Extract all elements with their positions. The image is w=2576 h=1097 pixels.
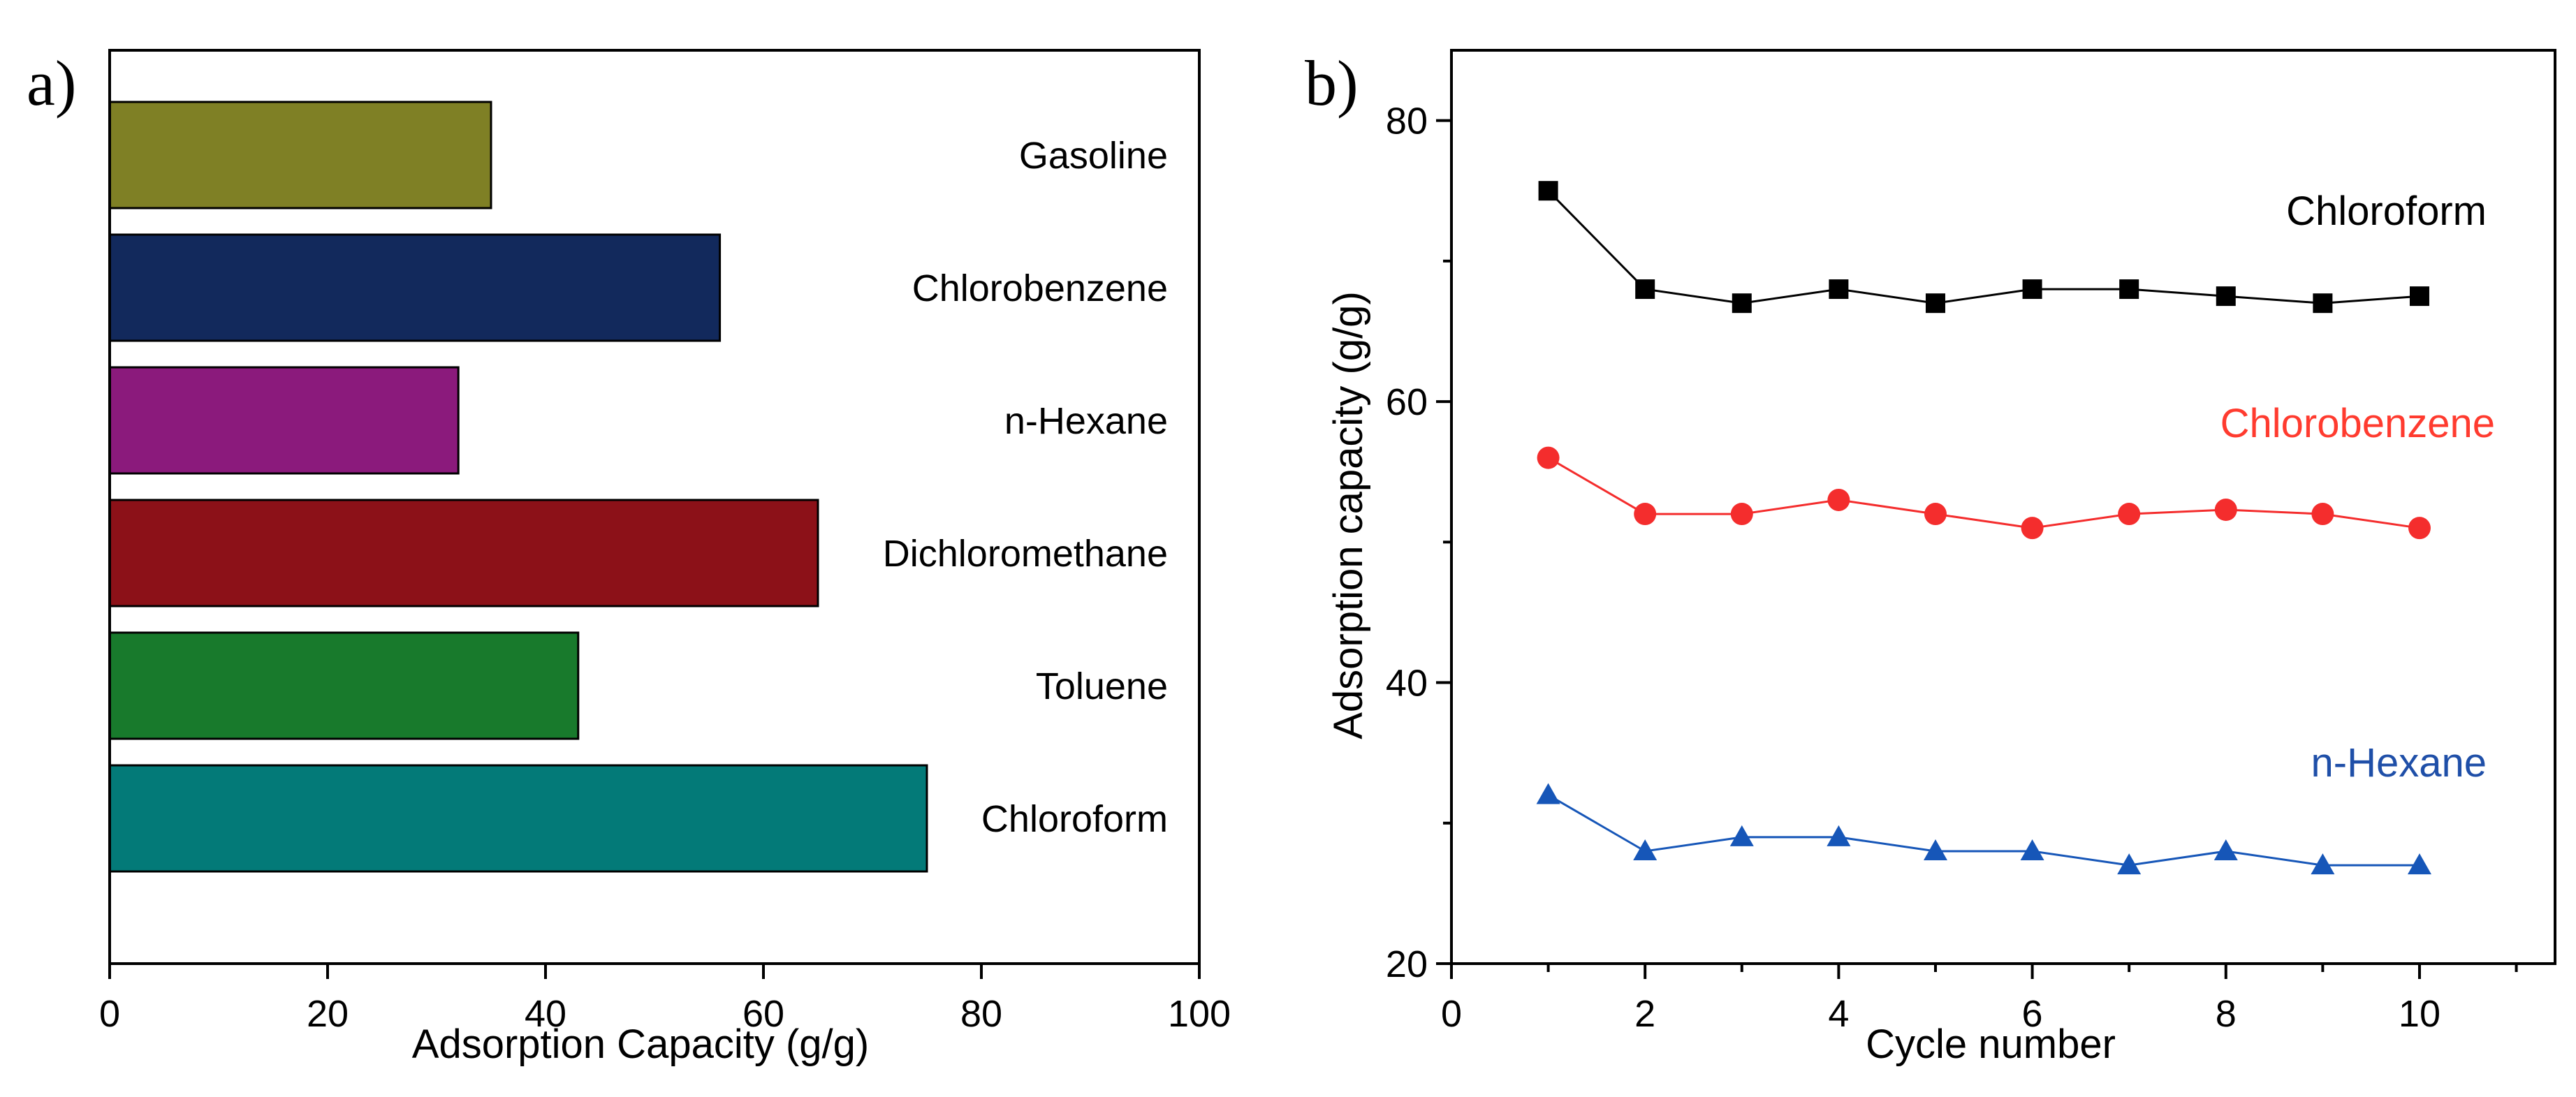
bar-chloroform [108, 764, 928, 873]
bar-chart-bars: Gasoline Chlorobenzene n-Hexane Dichloromet… [108, 101, 1168, 873]
data-point-square [1732, 293, 1752, 314]
x-tick-label: 0 [99, 993, 120, 1035]
series-label-chlorobenzene: Chlorobenzene [2220, 401, 2495, 446]
data-point-triangle [1923, 839, 1947, 861]
data-point-circle [1634, 503, 1657, 526]
line-chart-x-axis-title: Cycle number [1866, 1022, 2116, 1067]
data-point-square [2409, 286, 2429, 307]
data-point-triangle [1729, 825, 1754, 846]
x-tick-label: 8 [2216, 993, 2237, 1035]
data-point-circle [1924, 503, 1947, 526]
x-tick-label: 6 [2022, 993, 2043, 1035]
data-point-circle [1537, 446, 1560, 469]
line-chart-series: Chloroform Chlorobenzene n-Hexane [1536, 181, 2495, 875]
series-line [1547, 457, 2420, 529]
bar-chart-x-ticks: 0 20 40 60 80 100 [99, 964, 1231, 1035]
x-tick-label: 100 [1168, 993, 1231, 1035]
bar-label-chloroform: Chloroform [981, 798, 1168, 840]
y-tick-label: 40 [1386, 663, 1428, 705]
bar-label-gasoline: Gasoline [1019, 135, 1168, 177]
x-tick-label: 4 [1828, 993, 1849, 1035]
data-point-square [1829, 279, 1849, 300]
data-point-circle [2214, 499, 2237, 522]
bar-label-dichloromethane: Dichloromethane [883, 533, 1168, 575]
data-point-triangle [1536, 783, 1560, 804]
bar-toluene [108, 631, 580, 740]
x-tick-label: 60 [742, 993, 784, 1035]
series-label-chloroform: Chloroform [2286, 189, 2487, 234]
data-point-circle [2408, 517, 2431, 540]
series-line [1547, 190, 2420, 304]
data-point-square [2313, 293, 2333, 314]
y-tick-label: 80 [1386, 101, 1428, 142]
line-chart-panel: b) Cycle number Adsorption capacity (g/g… [1305, 47, 2556, 1067]
data-point-triangle [1633, 839, 1657, 861]
bar-chart-x-axis-title: Adsorption Capacity (g/g) [412, 1022, 869, 1067]
data-point-circle [1730, 503, 1753, 526]
panel-a-label: a) [27, 47, 76, 119]
x-tick-label: 20 [307, 993, 349, 1035]
series-n-hexane: n-Hexane [1536, 740, 2487, 875]
x-tick-label: 10 [2399, 993, 2440, 1035]
data-point-triangle [1827, 825, 1851, 846]
x-tick-label: 0 [1441, 993, 1462, 1035]
data-point-triangle [2213, 839, 2238, 861]
data-point-circle [2311, 503, 2334, 526]
bar-gasoline [108, 101, 492, 209]
panel-b-label: b) [1305, 47, 1359, 119]
x-tick-label: 40 [525, 993, 566, 1035]
data-point-circle [2021, 517, 2044, 540]
bar-label-toluene: Toluene [1036, 665, 1168, 707]
bar-chart-panel: a) Adsorption Capacity (g/g) Gasoline Chl… [27, 47, 1231, 1067]
data-point-square [1635, 279, 1655, 300]
series-label-n-hexane: n-Hexane [2311, 740, 2487, 786]
data-point-circle [2118, 503, 2141, 526]
y-tick-label: 20 [1386, 943, 1428, 985]
data-point-square [1925, 293, 1945, 314]
bar-label-chlorobenzene: Chlorobenzene [912, 267, 1168, 309]
data-point-circle [1827, 488, 1850, 511]
line-chart-y-axis-title: Adsorption capacity (g/g) [1326, 291, 1371, 739]
y-tick-label: 60 [1386, 381, 1428, 423]
series-chlorobenzene: Chlorobenzene [1537, 401, 2495, 540]
x-tick-label: 80 [960, 993, 1002, 1035]
bar-label-n-hexane: n-Hexane [1004, 400, 1168, 442]
data-point-square [2216, 286, 2236, 307]
bar-n-hexane [108, 366, 460, 475]
series-chloroform: Chloroform [1538, 181, 2487, 314]
data-point-triangle [2311, 853, 2335, 875]
line-chart-ticks: 0 2 4 6 8 10 20 40 60 80 [1386, 101, 2518, 1035]
data-point-triangle [2117, 853, 2142, 875]
bar-dichloromethane [108, 499, 819, 608]
series-line [1547, 794, 2420, 867]
x-tick-label: 2 [1634, 993, 1655, 1035]
data-point-triangle [2020, 839, 2044, 861]
data-point-square [2119, 279, 2139, 300]
data-point-square [1538, 181, 1558, 201]
data-point-square [2022, 279, 2042, 300]
bar-chart-plot-frame [108, 49, 1201, 965]
bar-chlorobenzene [108, 233, 722, 342]
data-point-triangle [2407, 853, 2431, 875]
line-chart-plot-frame [1450, 49, 2556, 965]
